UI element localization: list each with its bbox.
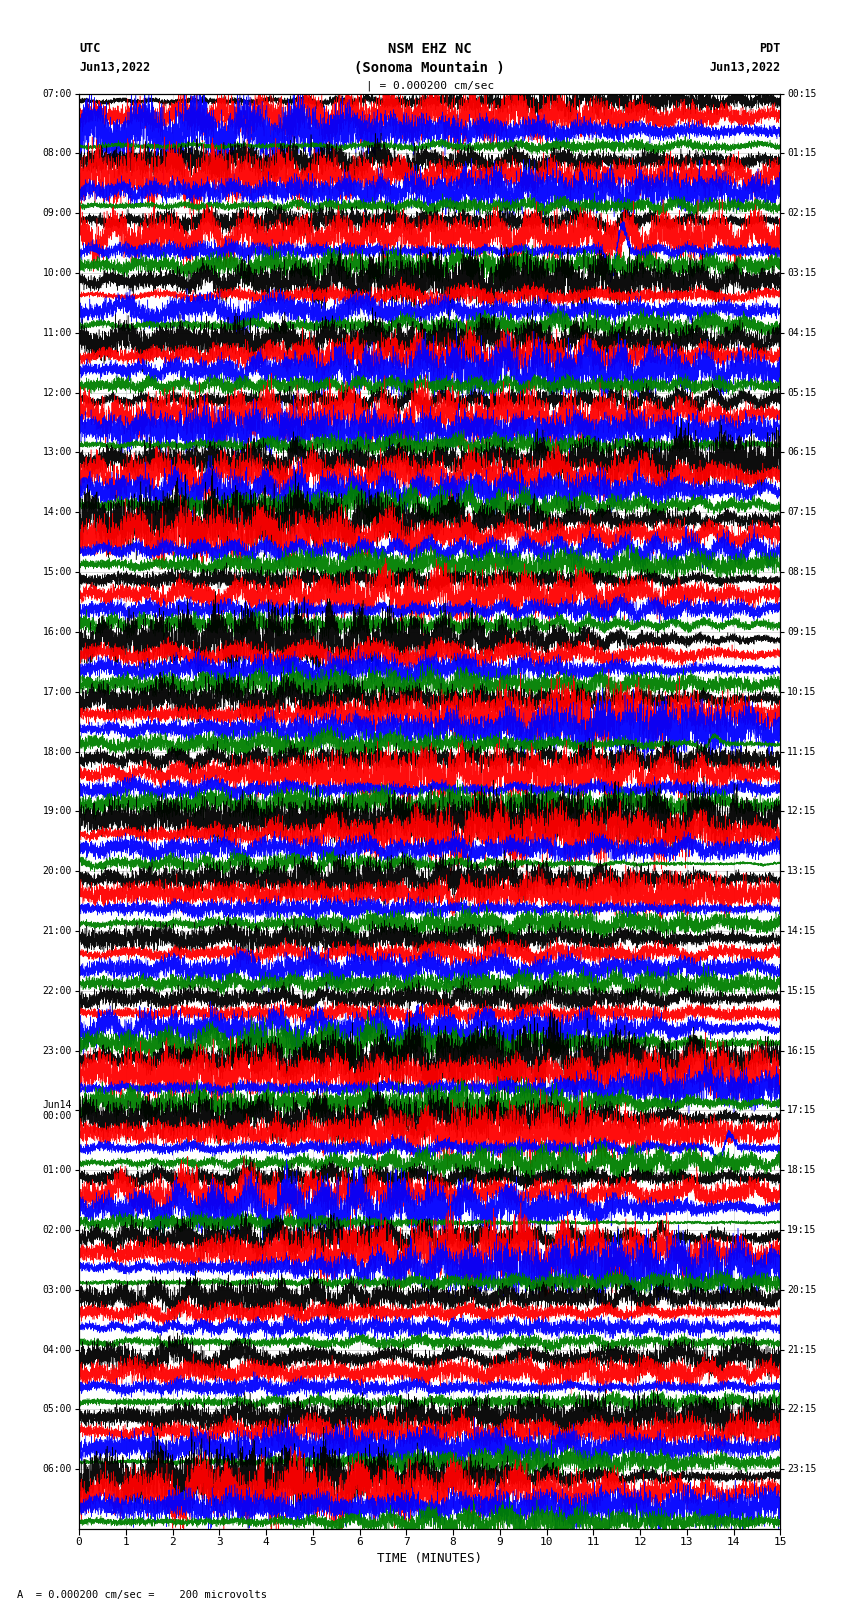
Text: (Sonoma Mountain ): (Sonoma Mountain ) [354,61,505,76]
Text: Jun13,2022: Jun13,2022 [709,61,780,74]
Text: PDT: PDT [759,42,780,55]
X-axis label: TIME (MINUTES): TIME (MINUTES) [377,1552,482,1565]
Text: UTC: UTC [79,42,100,55]
Text: | = 0.000200 cm/sec: | = 0.000200 cm/sec [366,81,494,92]
Text: NSM EHZ NC: NSM EHZ NC [388,42,472,56]
Text: A  = 0.000200 cm/sec =    200 microvolts: A = 0.000200 cm/sec = 200 microvolts [17,1590,267,1600]
Text: Jun13,2022: Jun13,2022 [79,61,150,74]
